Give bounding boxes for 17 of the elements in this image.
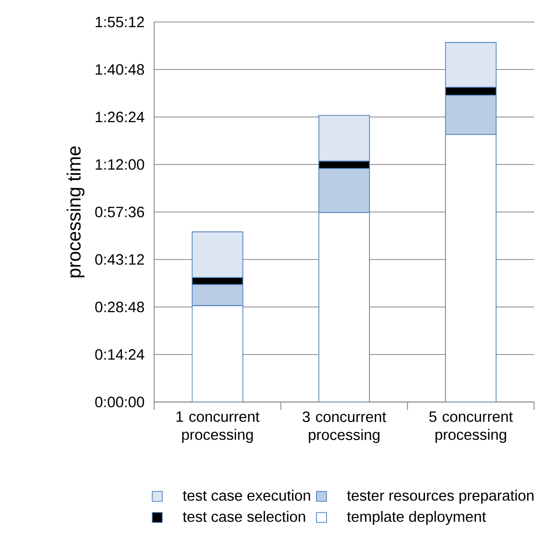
- legend-label: test case selection: [182, 510, 305, 522]
- y-axis-title: processing time: [66, 146, 84, 278]
- y-tick-label: 1:40:48: [96, 64, 144, 75]
- legend-label: template deployment: [347, 510, 486, 525]
- y-tick-label: 0:43:12: [95, 254, 144, 265]
- legend-label: test case execution: [182, 490, 310, 501]
- y-tick-label: 0:28:48: [95, 302, 144, 312]
- y-tick-label: 0:14:24: [95, 349, 144, 360]
- y-tick-label: 1:26:24: [96, 112, 144, 122]
- legend-label: tester resources preparation: [347, 490, 534, 504]
- y-tick-label: 0:00:00: [95, 396, 144, 408]
- x-tick-label: 5 concurrent processing: [429, 411, 513, 443]
- x-tick-label: 1 concurrent processing: [176, 411, 260, 443]
- y-tick-label: 1:55:12: [96, 16, 144, 28]
- x-tick-label: 3 concurrent processing: [302, 411, 386, 444]
- y-tick-label: 1:12:00: [96, 159, 144, 170]
- y-tick-label: 0:57:36: [95, 206, 144, 218]
